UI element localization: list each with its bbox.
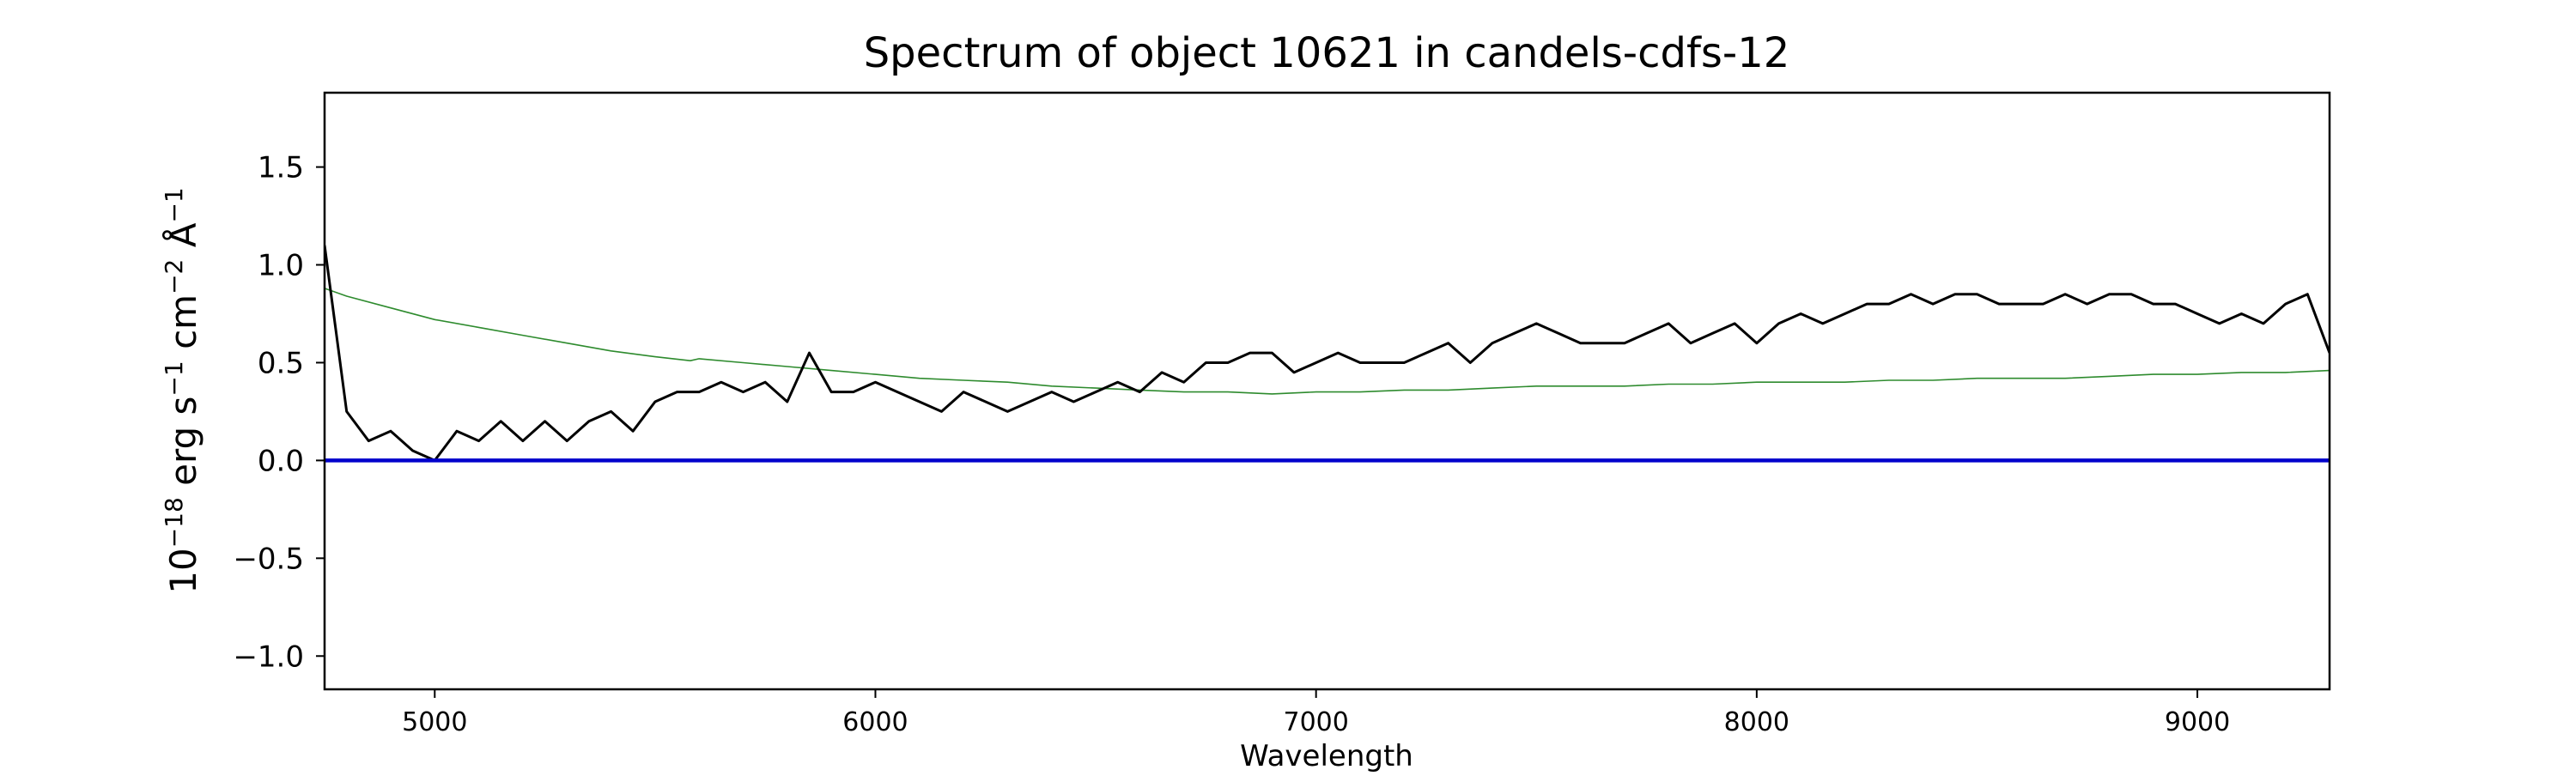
y-tick-label: 0.5 (258, 346, 304, 380)
x-tick-label: 7000 (1283, 707, 1348, 737)
x-tick-label: 9000 (2165, 707, 2230, 737)
y-label-exp-3: −2 (160, 259, 188, 294)
plot-area (325, 245, 2330, 463)
y-axis-label: 10−18 erg s−1 cm−2 Å−1 (160, 187, 205, 593)
y-axis: −1.0 −0.5 0.0 0.5 1.0 1.5 (233, 151, 325, 674)
plot-frame (323, 91, 2331, 691)
y-label-unit-cm: cm (162, 294, 204, 361)
x-tick-label: 8000 (1724, 707, 1789, 737)
y-tick-label: 1.5 (258, 151, 304, 185)
y-tick-label: 1.0 (258, 249, 304, 283)
model-spectrum-line (325, 288, 2330, 395)
y-label-unit-angstrom: Å (161, 222, 204, 258)
flux-spectrum-line (325, 245, 2330, 462)
y-label-base: 10 (162, 548, 204, 593)
y-label-exp-1: −18 (160, 497, 188, 548)
y-tick-label: −0.5 (233, 542, 304, 576)
y-tick-label: −1.0 (233, 640, 304, 674)
x-axis: 5000 6000 7000 8000 9000 (402, 689, 2230, 737)
y-label-exp-4: −1 (160, 187, 188, 222)
y-tick-label: 0.0 (258, 444, 304, 478)
x-tick-label: 5000 (402, 707, 467, 737)
x-tick-label: 6000 (842, 707, 908, 737)
chart-title: Spectrum of object 10621 in candels-cdfs… (864, 29, 1790, 77)
y-label-exp-2: −1 (160, 361, 188, 396)
x-axis-label: Wavelength (1240, 739, 1413, 773)
y-label-unit-erg-s: erg s (162, 397, 204, 498)
